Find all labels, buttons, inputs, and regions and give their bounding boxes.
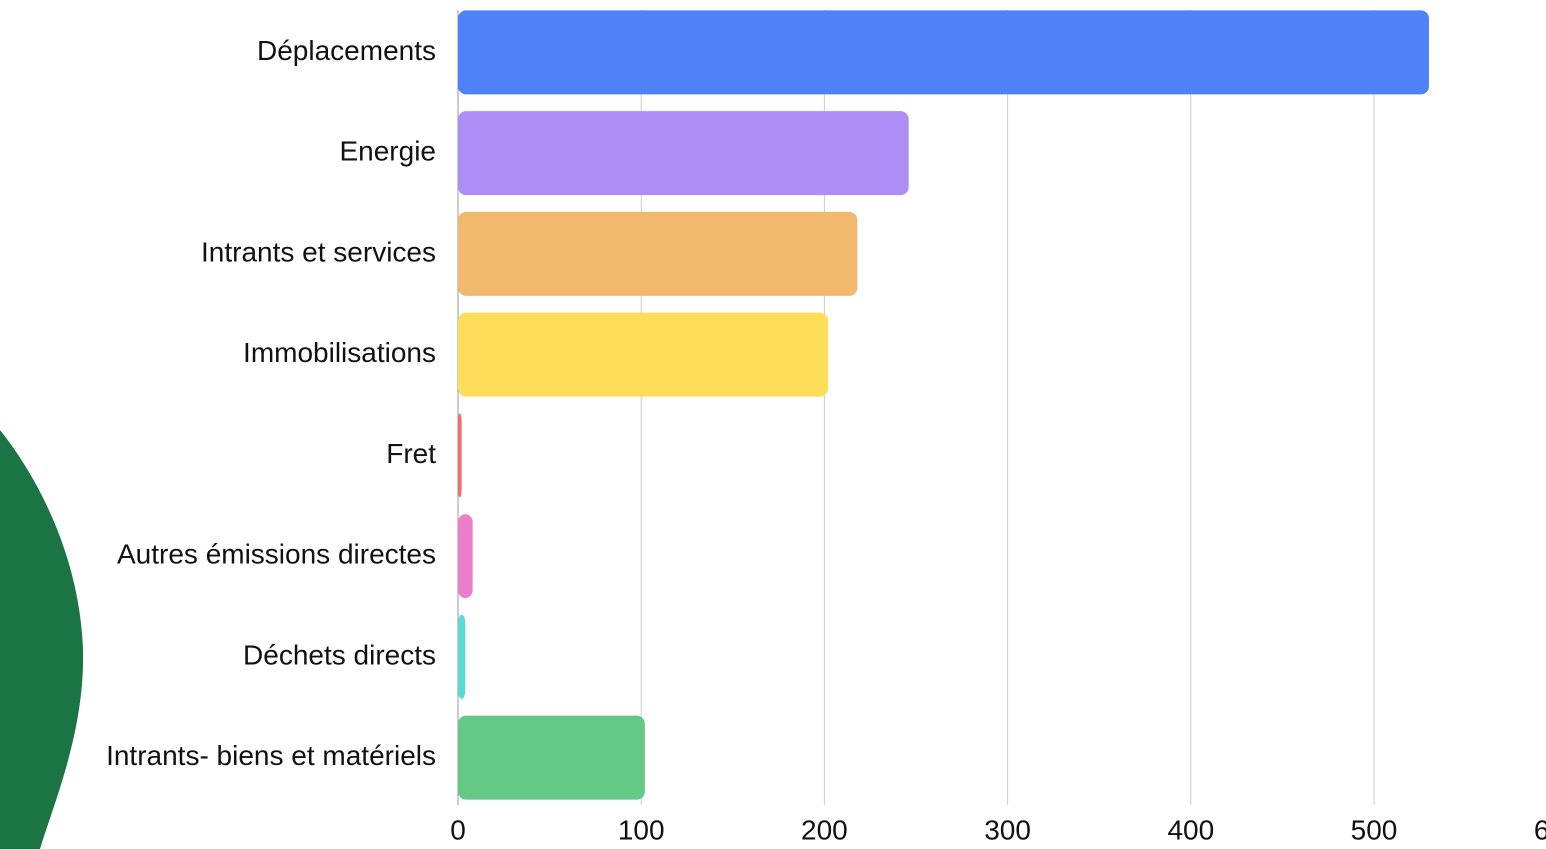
x-tick-label: 600 bbox=[1534, 814, 1546, 845]
y-tick-label: Intrants- biens et matériels bbox=[106, 740, 436, 771]
x-tick-label: 400 bbox=[1167, 814, 1214, 845]
bar bbox=[458, 514, 473, 599]
x-tick-label: 200 bbox=[801, 814, 848, 845]
y-tick-label: Immobilisations bbox=[243, 337, 436, 368]
decoration-shape bbox=[0, 430, 84, 849]
y-tick-label: Intrants et services bbox=[201, 236, 436, 267]
bar bbox=[458, 312, 829, 397]
bar bbox=[458, 614, 466, 699]
bar bbox=[458, 413, 462, 498]
x-tick-label: 100 bbox=[618, 814, 665, 845]
bar bbox=[458, 715, 645, 800]
x-tick-label: 500 bbox=[1351, 814, 1398, 845]
bar bbox=[458, 10, 1429, 95]
x-tick-label: 0 bbox=[450, 814, 466, 845]
y-tick-label: Déchets directs bbox=[243, 639, 436, 670]
y-tick-label: Autres émissions directes bbox=[117, 539, 436, 570]
y-tick-label: Energie bbox=[339, 136, 436, 167]
y-tick-label: Déplacements bbox=[257, 35, 436, 66]
bar bbox=[458, 211, 858, 296]
bar bbox=[458, 111, 909, 196]
x-tick-label: 300 bbox=[984, 814, 1031, 845]
y-tick-label: Fret bbox=[386, 438, 436, 469]
